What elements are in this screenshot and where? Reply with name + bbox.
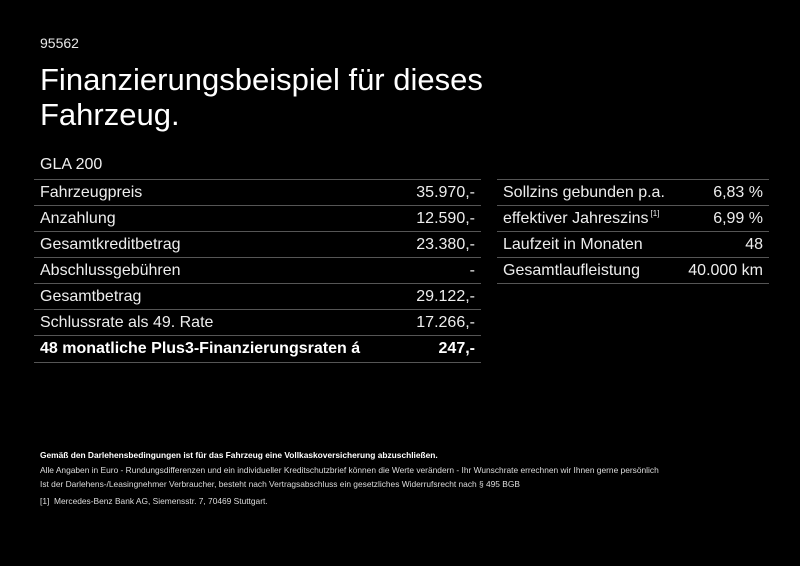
- footnote-text: Mercedes-Benz Bank AG, Siemensstr. 7, 70…: [53, 496, 268, 506]
- table-row-anzahlung: Anzahlung 12.590,-: [34, 206, 481, 232]
- row-value: 48: [745, 235, 763, 253]
- disclaimer-line-2: Ist der Darlehens-/Leasingnehmer Verbrau…: [40, 479, 520, 489]
- row-value: 29.122,-: [416, 287, 475, 305]
- offer-code: 95562: [40, 35, 79, 51]
- row-value: 6,99 %: [713, 209, 763, 227]
- row-value: 23.380,-: [416, 235, 475, 253]
- table-row-monthly-rate: 48 monatliche Plus3-Finanzierungsraten á…: [34, 336, 481, 363]
- footnote-marker: [1]: [40, 496, 50, 506]
- row-label: Gesamtlaufleistung: [503, 261, 640, 279]
- table-row-gesamtkreditbetrag: Gesamtkreditbetrag 23.380,-: [34, 232, 481, 258]
- row-value: -: [469, 261, 475, 279]
- row-label: Anzahlung: [40, 209, 116, 227]
- financing-table: Fahrzeugpreis 35.970,- Anzahlung 12.590,…: [34, 179, 481, 363]
- row-value: 6,83 %: [713, 183, 763, 201]
- row-label-wrap: effektiver Jahreszins [1]: [503, 208, 660, 228]
- row-label: Fahrzeugpreis: [40, 183, 143, 201]
- table-row-abschlussgebuehren: Abschlussgebühren -: [34, 258, 481, 284]
- table-row-gesamtlaufleistung: Gesamtlaufleistung 40.000 km: [497, 258, 769, 284]
- row-label: effektiver Jahreszins: [503, 209, 649, 227]
- vehicle-model: GLA 200: [40, 156, 103, 173]
- legal-footer: Gemäß den Darlehensbedingungen ist für d…: [40, 448, 659, 508]
- insurance-notice: Gemäß den Darlehensbedingungen ist für d…: [40, 450, 438, 460]
- interest-table: Sollzins gebunden p.a. 6,83 % effektiver…: [497, 179, 769, 284]
- row-label: Gesamtkreditbetrag: [40, 235, 181, 253]
- table-row-sollzins: Sollzins gebunden p.a. 6,83 %: [497, 180, 769, 206]
- row-value: 35.970,-: [416, 183, 475, 201]
- row-label: Sollzins gebunden p.a.: [503, 183, 665, 201]
- table-row-fahrzeugpreis: Fahrzeugpreis 35.970,-: [34, 180, 481, 206]
- row-label: Laufzeit in Monaten: [503, 235, 643, 253]
- row-value: 247,-: [438, 340, 475, 357]
- row-label: Schlussrate als 49. Rate: [40, 313, 214, 331]
- footnote-marker: [1]: [650, 208, 660, 218]
- row-value: 12.590,-: [416, 209, 475, 227]
- page-title: Finanzierungsbeispiel für dieses Fahrzeu…: [40, 62, 483, 132]
- footnote: [1] Mercedes-Benz Bank AG, Siemensstr. 7…: [40, 494, 659, 508]
- row-label: Abschlussgebühren: [40, 261, 181, 279]
- table-row-laufzeit: Laufzeit in Monaten 48: [497, 232, 769, 258]
- disclaimer-line-1: Alle Angaben in Euro - Rundungsdifferenz…: [40, 465, 659, 475]
- table-row-schlussrate: Schlussrate als 49. Rate 17.266,-: [34, 310, 481, 336]
- row-value: 17.266,-: [416, 313, 475, 331]
- row-label: 48 monatliche Plus3-Finanzierungsraten á: [40, 340, 361, 357]
- table-row-gesamtbetrag: Gesamtbetrag 29.122,-: [34, 284, 481, 310]
- table-row-effektiver-jahreszins: effektiver Jahreszins [1] 6,99 %: [497, 206, 769, 232]
- row-value: 40.000 km: [688, 261, 763, 279]
- row-label: Gesamtbetrag: [40, 287, 142, 305]
